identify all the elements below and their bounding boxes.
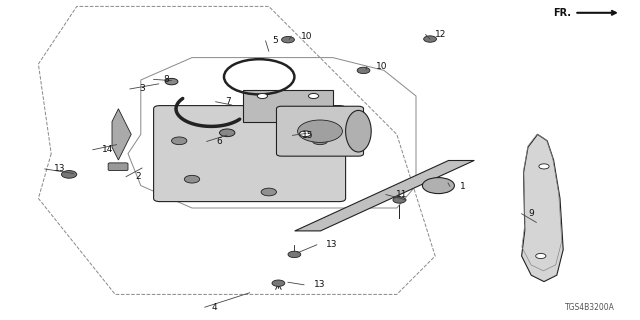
- FancyBboxPatch shape: [108, 163, 128, 171]
- Text: 13: 13: [54, 164, 66, 173]
- Circle shape: [282, 36, 294, 43]
- Text: 15: 15: [302, 131, 314, 140]
- Circle shape: [539, 164, 549, 169]
- Polygon shape: [243, 90, 333, 122]
- Text: 10: 10: [376, 62, 388, 71]
- Circle shape: [272, 280, 285, 286]
- Circle shape: [261, 188, 276, 196]
- Text: 6: 6: [216, 137, 222, 146]
- Circle shape: [298, 120, 342, 142]
- Text: 14: 14: [102, 145, 114, 154]
- Text: 9: 9: [529, 209, 534, 218]
- Text: 3: 3: [140, 84, 145, 93]
- Ellipse shape: [346, 110, 371, 152]
- Circle shape: [257, 93, 268, 99]
- Text: 12: 12: [435, 30, 447, 39]
- Circle shape: [312, 137, 328, 145]
- Text: 8: 8: [163, 75, 169, 84]
- Circle shape: [220, 129, 235, 137]
- Circle shape: [172, 137, 187, 145]
- Text: 5: 5: [273, 36, 278, 45]
- FancyBboxPatch shape: [154, 106, 346, 202]
- Text: TGS4B3200A: TGS4B3200A: [564, 303, 614, 312]
- Text: 13: 13: [326, 240, 338, 249]
- FancyBboxPatch shape: [276, 106, 364, 156]
- Polygon shape: [112, 109, 131, 160]
- Polygon shape: [522, 134, 563, 282]
- Circle shape: [184, 175, 200, 183]
- Circle shape: [357, 67, 370, 74]
- Circle shape: [308, 93, 319, 99]
- Text: FR.: FR.: [554, 8, 616, 18]
- Text: 11: 11: [396, 190, 407, 199]
- Text: 2: 2: [136, 172, 141, 181]
- Text: 13: 13: [314, 280, 325, 289]
- Circle shape: [288, 251, 301, 258]
- Circle shape: [61, 171, 77, 178]
- Text: 1: 1: [460, 182, 465, 191]
- Circle shape: [536, 253, 546, 259]
- Circle shape: [422, 178, 454, 194]
- Text: 7: 7: [225, 97, 231, 106]
- Text: 4: 4: [212, 303, 217, 312]
- Circle shape: [300, 131, 311, 137]
- Circle shape: [393, 197, 406, 203]
- Circle shape: [424, 36, 436, 42]
- Circle shape: [165, 78, 178, 85]
- Text: 10: 10: [301, 32, 312, 41]
